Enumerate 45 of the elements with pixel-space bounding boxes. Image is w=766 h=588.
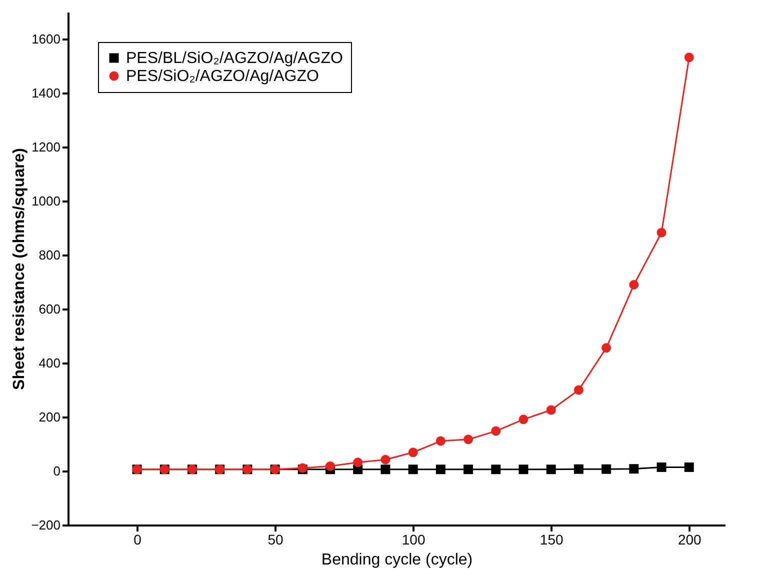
y-tick-label: 1400 [32, 86, 60, 100]
point [684, 462, 694, 472]
point [408, 448, 418, 458]
x-tick-label: 150 [540, 532, 564, 548]
y-tick-label: 800 [38, 248, 60, 262]
point [546, 405, 556, 415]
point [491, 426, 501, 436]
y-tick-label: 200 [38, 410, 60, 424]
point [518, 414, 528, 424]
y-tick-label: 1600 [32, 32, 60, 46]
y-tick-label: 1200 [32, 140, 60, 154]
y-tick-label: −200 [31, 518, 60, 532]
point [684, 52, 694, 62]
point [602, 464, 612, 474]
x-tick-label: 100 [402, 532, 426, 548]
point [436, 436, 446, 446]
legend-label: PES/BL/SiO₂/AGZO/Ag/AGZO [126, 50, 343, 67]
y-tick-label: 400 [38, 356, 60, 370]
x-tick-label: 200 [678, 532, 702, 548]
legend-label: PES/SiO₂/AGZO/Ag/AGZO [126, 68, 319, 85]
point [656, 228, 666, 238]
point [380, 464, 390, 474]
y-tick-label: 600 [38, 302, 60, 316]
point [656, 462, 666, 472]
point [353, 458, 363, 468]
point [574, 464, 584, 474]
x-axis-title: Bending cycle (cycle) [321, 552, 473, 568]
x-tick-label: 50 [268, 532, 284, 548]
point [602, 343, 612, 353]
point [436, 464, 446, 474]
point [518, 464, 528, 474]
point [629, 280, 639, 290]
point [464, 434, 474, 444]
point [491, 464, 501, 474]
y-tick-label: 0 [53, 464, 60, 478]
y-tick-label: 1000 [32, 194, 60, 208]
point [408, 464, 418, 474]
point [546, 464, 556, 474]
x-tick-label: 0 [134, 532, 142, 548]
y-axis-title: Sheet resistance (ohms/square) [11, 148, 28, 390]
point [326, 461, 335, 471]
point [629, 464, 639, 474]
point [574, 385, 584, 395]
point [380, 454, 390, 464]
point [464, 464, 474, 474]
